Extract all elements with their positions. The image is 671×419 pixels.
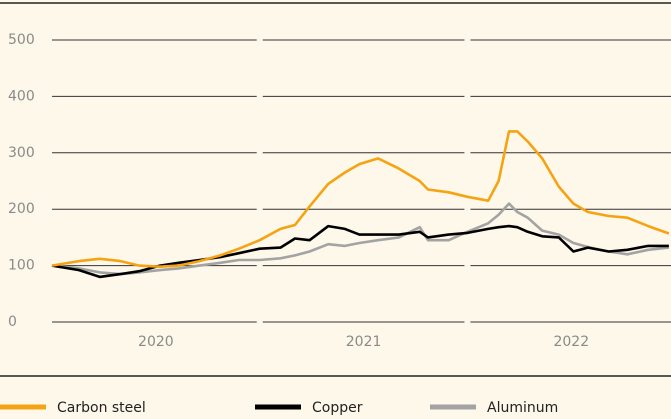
y-tick-label: 300: [8, 145, 35, 161]
y-tick-label: 200: [8, 201, 35, 217]
y-tick-label: 100: [8, 258, 35, 274]
legend-label: Copper: [312, 400, 363, 416]
series-line: [51, 130, 670, 268]
x-tick-label: 2021: [346, 334, 382, 350]
y-tick-label: 400: [8, 88, 35, 104]
x-tick-label: 2022: [553, 334, 589, 350]
legend-label: Aluminum: [487, 400, 558, 416]
series-line: [51, 224, 669, 279]
legend-label: Carbon steel: [57, 400, 146, 416]
x-tick-label: 2020: [138, 334, 174, 350]
y-tick-label: 0: [8, 314, 17, 330]
legend: Carbon steel Copper Aluminum: [0, 400, 558, 416]
series-line: [51, 202, 670, 276]
y-tick-label: 500: [8, 32, 35, 48]
